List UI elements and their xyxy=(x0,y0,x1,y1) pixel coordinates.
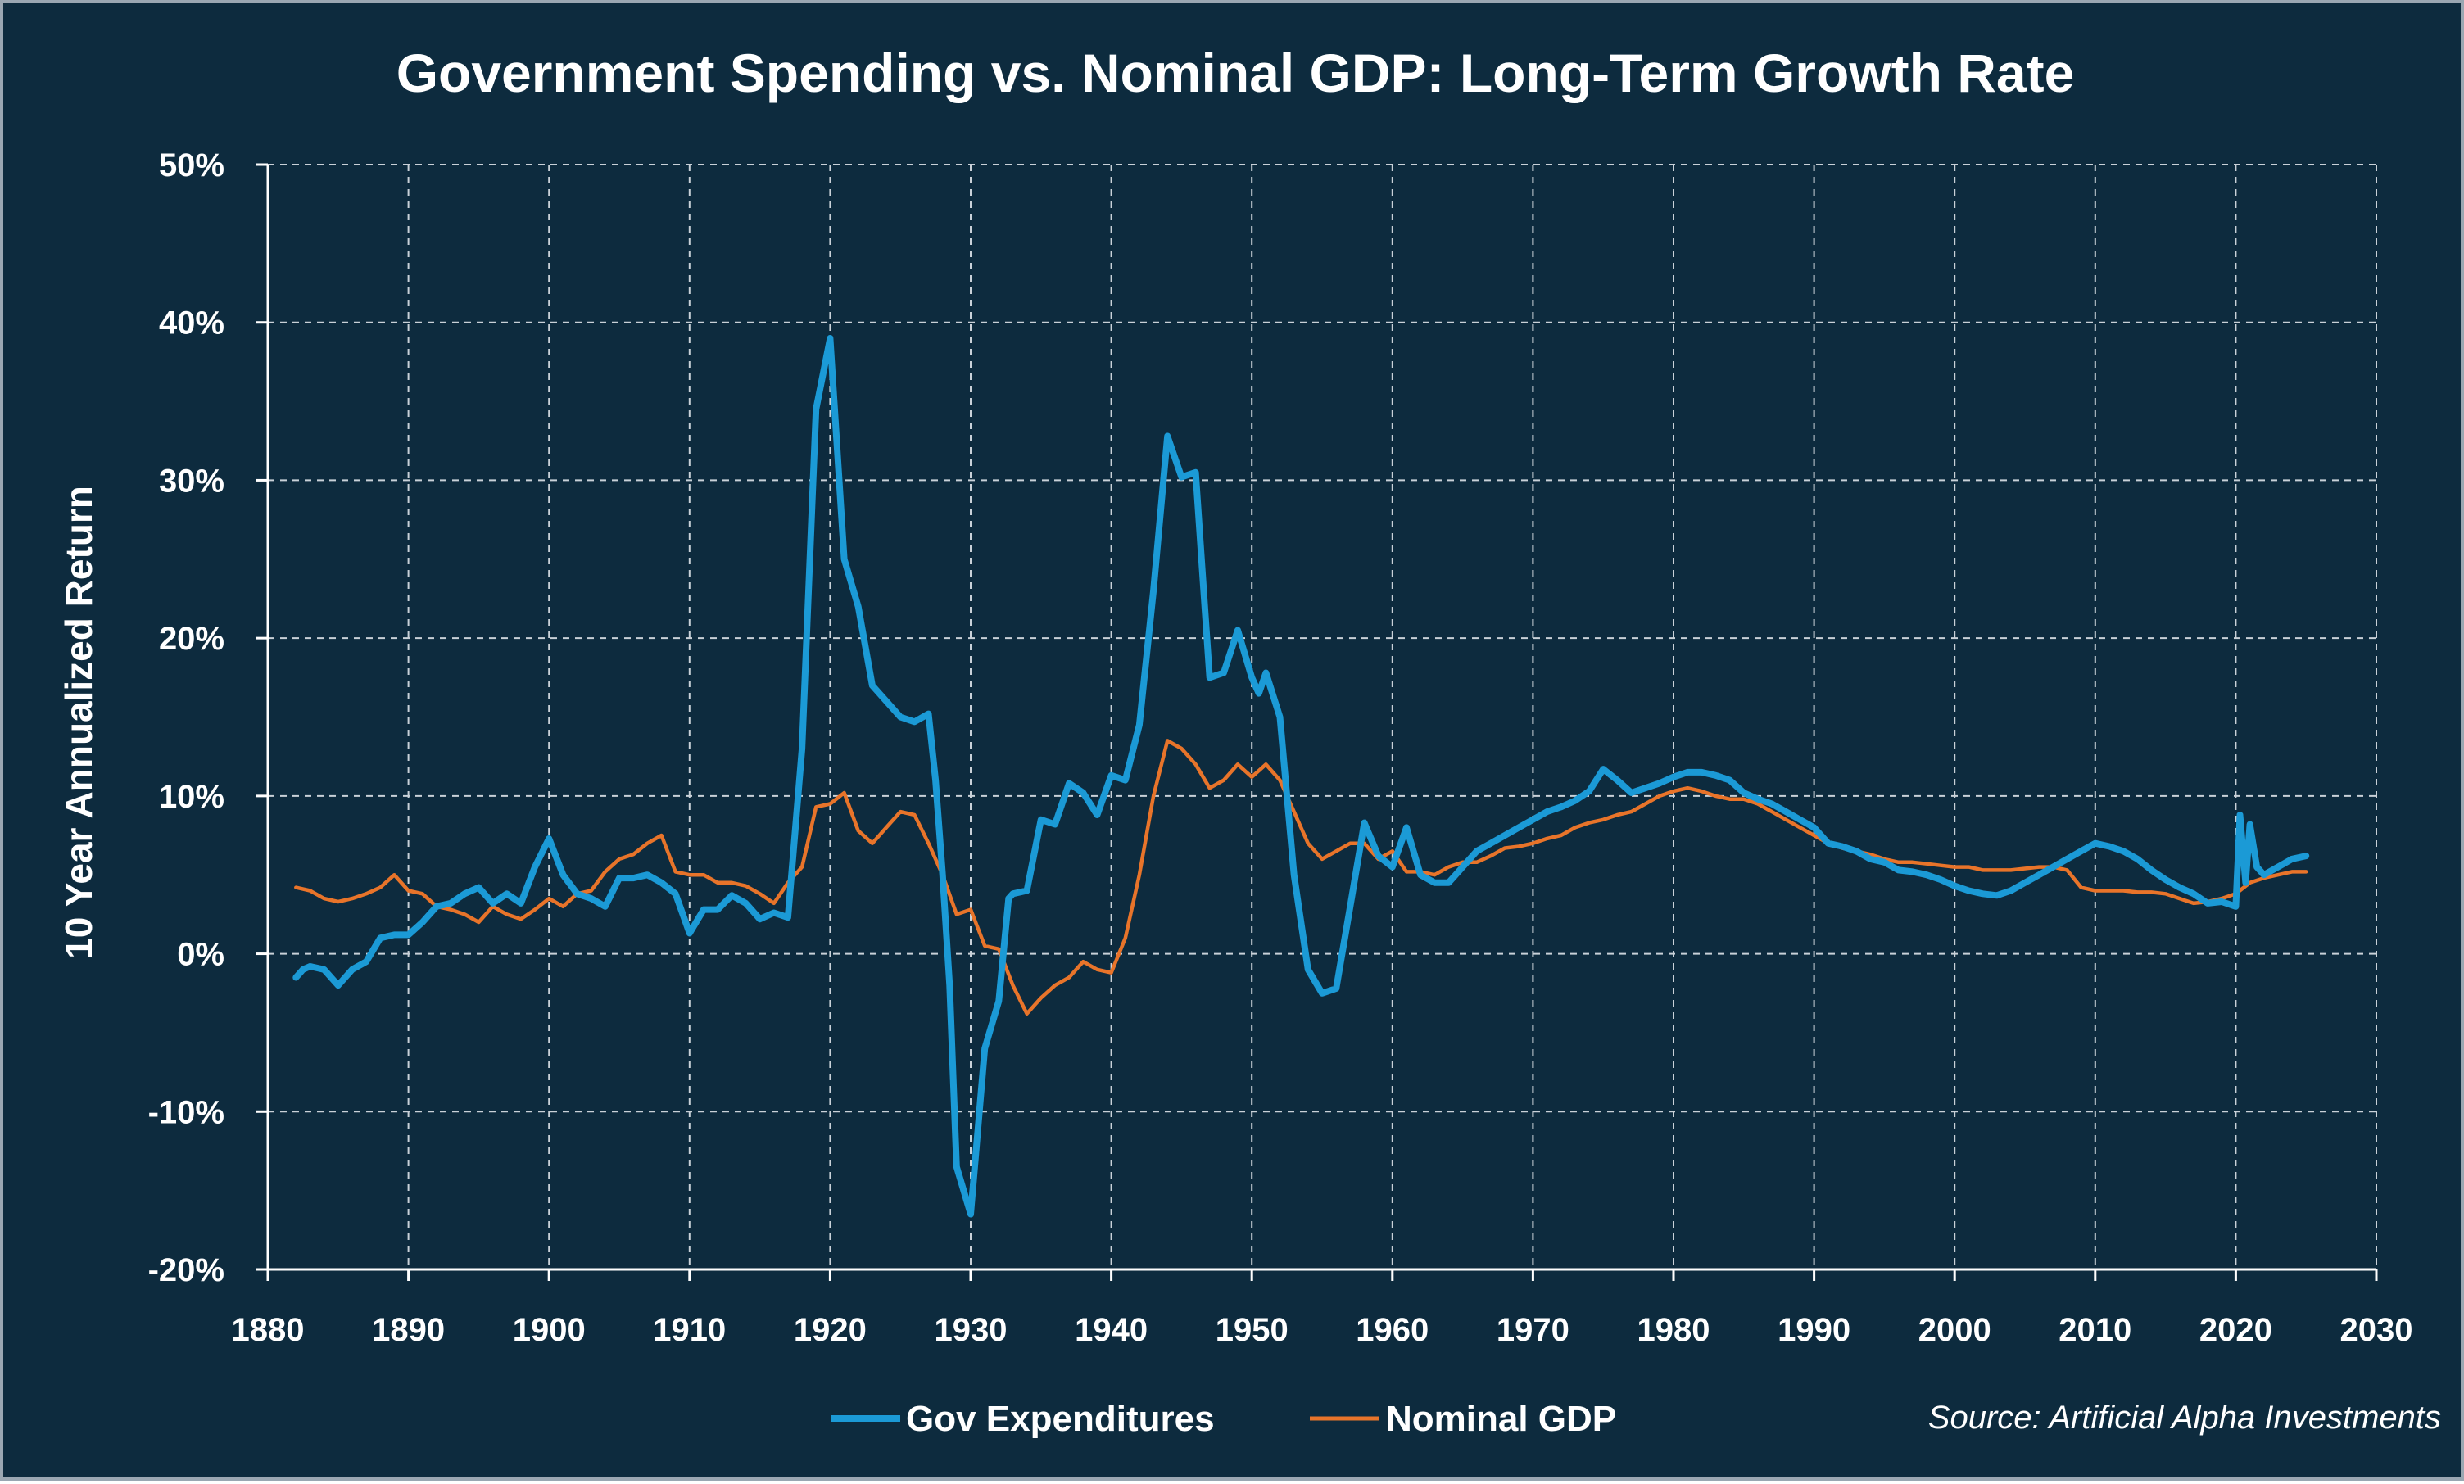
source-note: Source: Artificial Alpha Investments xyxy=(1928,1400,2441,1436)
y-tick-label: 10% xyxy=(159,779,224,815)
x-tick-label: 1950 xyxy=(1216,1312,1289,1348)
chart-title: Government Spending vs. Nominal GDP: Lon… xyxy=(396,43,2075,103)
x-tick-label: 1990 xyxy=(1778,1312,1850,1348)
legend-label-nominal-gdp: Nominal GDP xyxy=(1386,1399,1616,1439)
legend-label-gov-expenditures: Gov Expenditures xyxy=(906,1399,1215,1439)
y-tick-label: -20% xyxy=(148,1252,224,1288)
y-tick-label: 20% xyxy=(159,621,224,657)
x-tick-label: 1890 xyxy=(372,1312,445,1348)
x-tick-label: 1930 xyxy=(935,1312,1008,1348)
series-line-gov-expenditures xyxy=(292,335,2310,1218)
y-tick-label: 40% xyxy=(159,305,224,342)
x-tick-label: 2030 xyxy=(2340,1312,2413,1348)
y-tick-label: 50% xyxy=(159,147,224,183)
y-axis-label: 10 Year Annualized Return xyxy=(57,486,100,959)
x-tick-label: 1960 xyxy=(1356,1312,1429,1348)
y-tick-label: -10% xyxy=(148,1094,224,1130)
series-layer xyxy=(292,335,2310,1218)
y-tick-label: 0% xyxy=(177,937,224,973)
x-tick-label: 1920 xyxy=(794,1312,867,1348)
y-tick-label: 30% xyxy=(159,463,224,499)
legend: Gov Expenditures Nominal GDP xyxy=(831,1399,1616,1439)
x-tick-label: 1880 xyxy=(232,1312,305,1348)
grid-lines xyxy=(268,164,2377,1269)
x-tick-label: 2020 xyxy=(2199,1312,2272,1348)
x-tick-labels: 1880 1890 1900 1910 1920 1930 1940 1950 1960 1970… xyxy=(232,1312,2413,1348)
y-tick-labels: -20% -10% 0% 10% 20% 30% 40% 50% xyxy=(148,147,224,1288)
x-tick-label: 2010 xyxy=(2059,1312,2131,1348)
x-tick-label: 1910 xyxy=(653,1312,726,1348)
x-tick-label: 1970 xyxy=(1497,1312,1569,1348)
axes xyxy=(256,163,2378,1281)
x-tick-label: 1980 xyxy=(1637,1312,1710,1348)
x-tick-label: 1940 xyxy=(1075,1312,1148,1348)
x-tick-label: 1900 xyxy=(513,1312,586,1348)
chart-svg: Government Spending vs. Nominal GDP: Lon… xyxy=(57,43,2441,1439)
series-line-nominal-gdp xyxy=(294,739,2308,1016)
x-tick-label: 2000 xyxy=(1918,1312,1991,1348)
